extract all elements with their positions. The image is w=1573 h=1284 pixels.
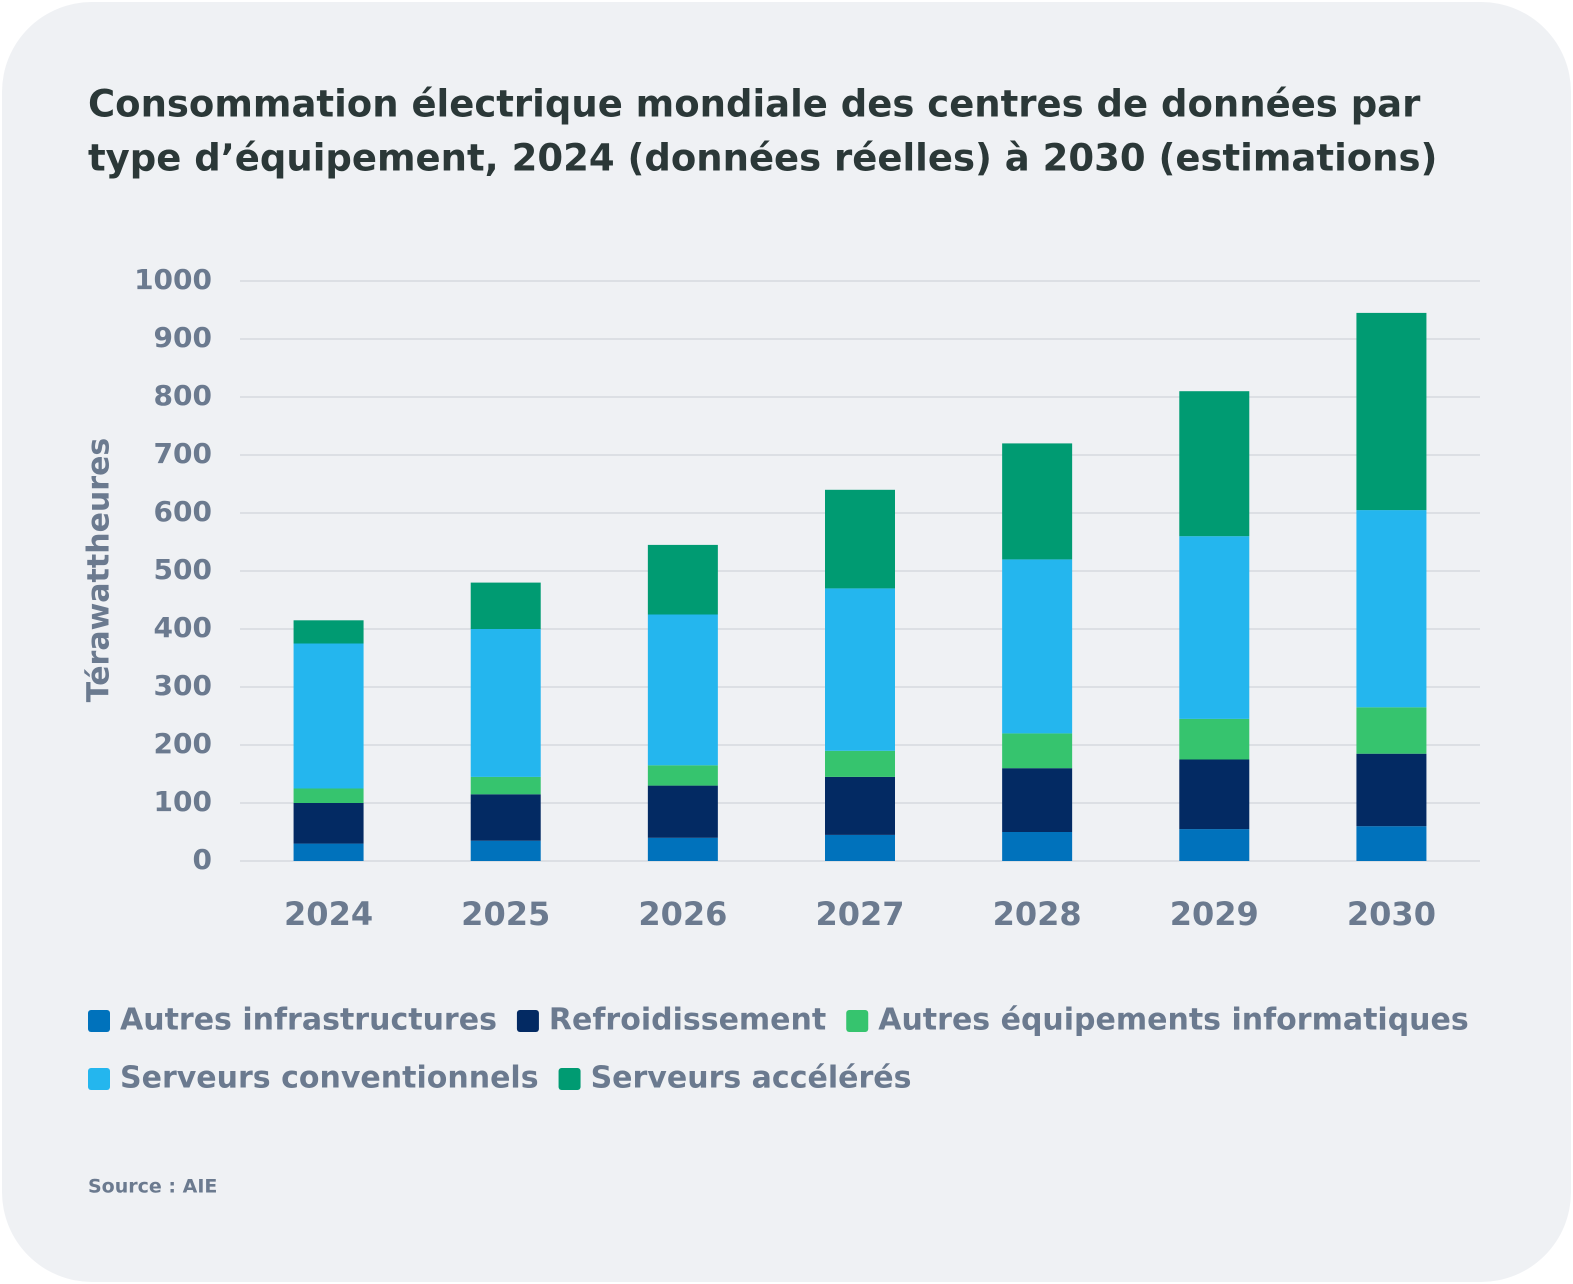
bar-segment (1179, 718, 1250, 760)
bar-segment (1002, 768, 1073, 832)
bar-segment (825, 750, 895, 777)
bar-segment (825, 489, 895, 589)
legend-swatch (88, 1068, 110, 1090)
x-tick-label: 2024 (284, 895, 373, 933)
chart-title: Consommation électrique mondiale des cen… (88, 83, 1421, 126)
bar-segment (470, 776, 541, 795)
bar-segment (293, 620, 364, 644)
y-tick-label: 600 (154, 495, 212, 528)
chart-title-line2: type d’équipement, 2024 (données réelles… (88, 137, 1437, 180)
y-tick-label: 500 (154, 553, 212, 586)
bar-segment (1179, 829, 1250, 861)
bar-segment (647, 765, 718, 786)
bar-segment (1179, 536, 1250, 719)
legend-label: Refroidissement (549, 1003, 826, 1038)
bar-segment (647, 614, 718, 766)
bar-segment (1356, 510, 1427, 708)
bar-segment (1002, 559, 1073, 734)
bar-segment (1002, 832, 1073, 861)
y-tick-label: 100 (154, 785, 212, 818)
bar-segment (1002, 443, 1073, 560)
bar-segment (1356, 753, 1427, 827)
bar-segment (1356, 707, 1427, 754)
y-tick-label: 800 (154, 379, 212, 412)
y-tick-label: 900 (154, 321, 212, 354)
bar-segment (293, 643, 364, 789)
y-axis-label: Térawattheures (82, 438, 117, 703)
bar-segment (470, 582, 541, 629)
y-tick-label: 200 (154, 727, 212, 760)
bar-segment (825, 588, 895, 751)
legend-label: Serveurs conventionnels (120, 1061, 539, 1096)
legend-label: Autres infrastructures (120, 1003, 497, 1038)
legend-swatch (88, 1010, 110, 1032)
x-tick-label: 2029 (1170, 895, 1259, 933)
bar-segment (293, 803, 364, 844)
source: Source : AIE (88, 1176, 217, 1198)
y-tick-label: 1000 (134, 263, 212, 296)
bar-segment (825, 834, 895, 861)
bar-segment (1002, 733, 1073, 769)
y-tick-label: 400 (154, 611, 212, 644)
bar-segment (470, 629, 541, 777)
bar-segment (293, 843, 364, 861)
x-tick-label: 2030 (1347, 895, 1436, 933)
legend-swatch (516, 1010, 539, 1032)
legend-swatch (846, 1010, 869, 1032)
bar-segment (293, 788, 364, 803)
bar-segment (1356, 826, 1427, 861)
bar-segment (825, 776, 895, 835)
x-tick-label: 2025 (461, 895, 550, 933)
bar-segment (1179, 759, 1250, 830)
y-tick-label: 700 (154, 437, 212, 470)
legend-label: Autres équipements informatiques (878, 1003, 1469, 1038)
x-tick-label: 2028 (993, 895, 1082, 933)
bar-segment (647, 785, 718, 838)
bar-segment (1356, 312, 1427, 511)
x-tick-label: 2027 (815, 895, 904, 933)
legend-swatch (558, 1068, 581, 1090)
x-tick-label: 2026 (638, 895, 727, 933)
bar-segment (470, 840, 541, 861)
legend-label: Serveurs accélérés (591, 1061, 912, 1096)
bar-segment (470, 794, 541, 841)
bar-segment (1179, 391, 1250, 537)
y-tick-label: 0 (193, 843, 212, 876)
y-tick-label: 300 (154, 669, 212, 702)
bar-segment (647, 837, 718, 861)
bar-segment (647, 544, 718, 615)
